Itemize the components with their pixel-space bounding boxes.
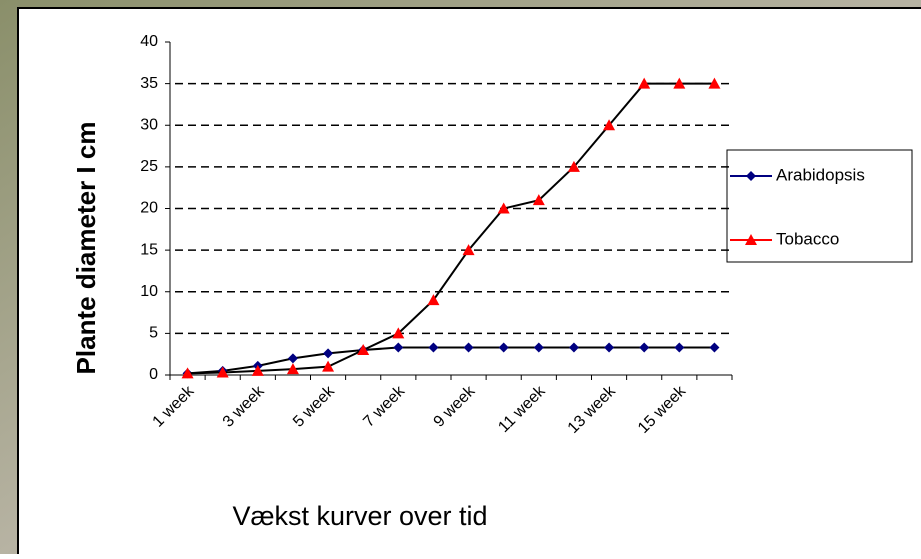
- marker: [181, 367, 194, 379]
- marker: [532, 194, 545, 206]
- legend-label: Arabidopsis: [776, 165, 865, 184]
- marker: [674, 342, 685, 353]
- marker: [251, 364, 264, 376]
- marker: [393, 342, 404, 353]
- marker: [427, 294, 440, 306]
- marker: [216, 366, 229, 378]
- marker: [357, 344, 370, 356]
- marker: [392, 327, 405, 339]
- marker: [603, 119, 616, 131]
- marker: [568, 342, 579, 353]
- y-tick-label: 10: [140, 283, 158, 300]
- legend-marker: [746, 171, 756, 181]
- marker: [428, 342, 439, 353]
- marker: [639, 342, 650, 353]
- marker: [673, 77, 686, 89]
- x-axis-title: Vækst kurver over tid: [232, 501, 487, 531]
- y-axis-title: Plante diameter I cm: [71, 122, 101, 375]
- marker: [709, 342, 720, 353]
- marker: [322, 360, 335, 372]
- y-tick-label: 40: [140, 33, 158, 50]
- chart-area: [17, 7, 921, 559]
- marker: [567, 160, 580, 172]
- series-line: [187, 82, 715, 375]
- marker: [604, 342, 615, 353]
- y-tick-label: 20: [140, 200, 158, 217]
- marker: [498, 342, 509, 353]
- marker: [463, 342, 474, 353]
- marker: [497, 202, 510, 214]
- y-tick-label: 15: [140, 241, 158, 258]
- legend-marker: [745, 234, 757, 245]
- legend-label: Tobacco: [776, 229, 839, 248]
- y-tick-label: 25: [140, 158, 158, 175]
- y-tick-label: 35: [140, 75, 158, 92]
- marker: [533, 342, 544, 353]
- marker: [323, 348, 334, 359]
- y-tick-label: 30: [140, 116, 158, 133]
- marker: [708, 77, 721, 89]
- y-tick-label: 5: [149, 325, 158, 342]
- marker: [462, 244, 475, 256]
- marker: [286, 363, 299, 375]
- marker: [638, 77, 651, 89]
- series-line: [187, 346, 715, 375]
- y-tick-label: 0: [149, 366, 158, 383]
- legend-box: [726, 149, 913, 263]
- marker: [287, 353, 298, 364]
